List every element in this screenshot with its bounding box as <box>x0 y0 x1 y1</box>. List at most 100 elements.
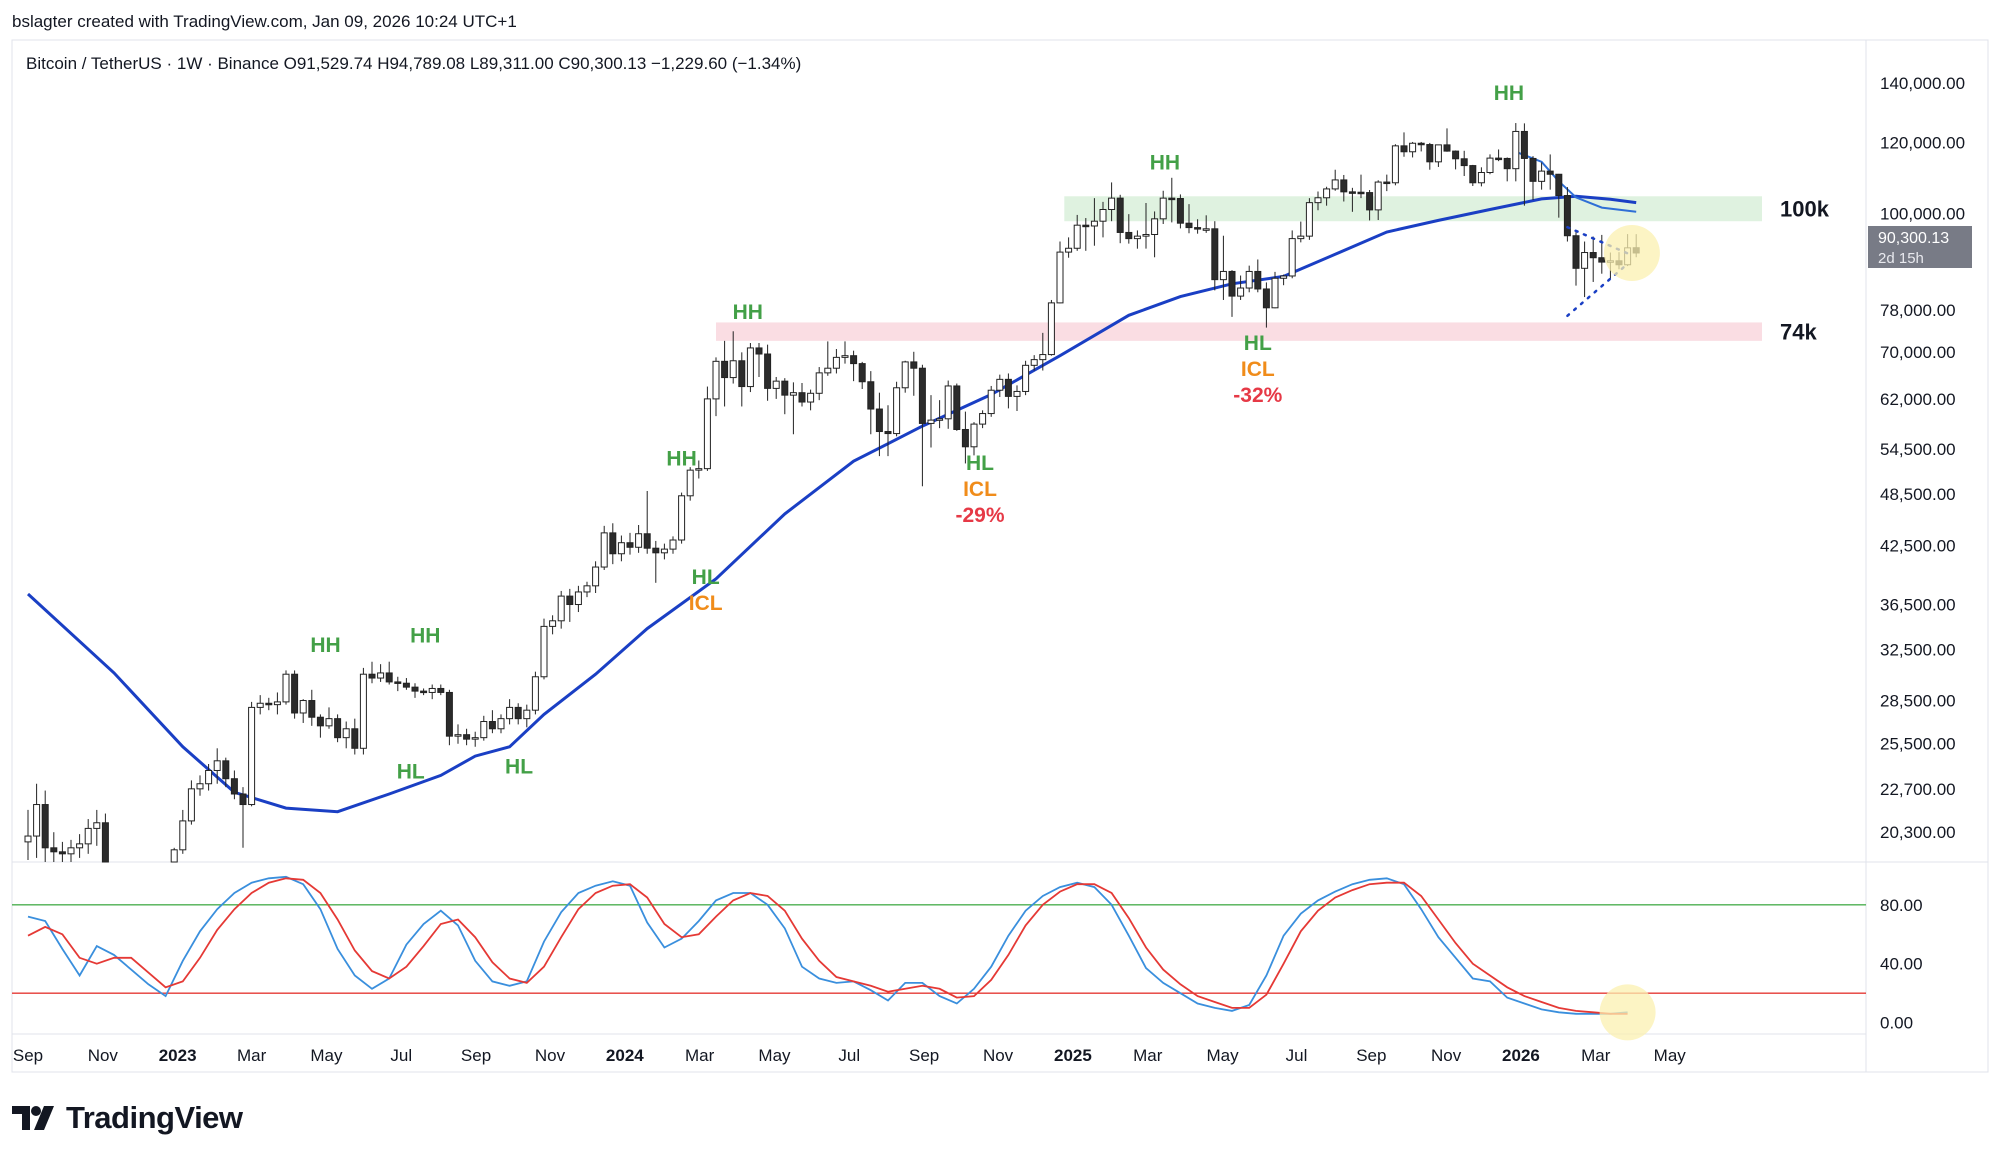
candle <box>1133 230 1141 249</box>
time-tick-label: Mar <box>237 1046 267 1065</box>
swing-annotation: HL ICL -29% <box>956 452 1005 527</box>
candle <box>1555 173 1563 218</box>
candle <box>1572 230 1580 286</box>
time-tick-label: Sep <box>461 1046 491 1065</box>
price-tick-label: 36,500.00 <box>1880 596 1956 615</box>
candle <box>566 588 574 622</box>
candle <box>557 590 565 629</box>
candle-body <box>1065 247 1073 253</box>
candle-body <box>893 387 901 435</box>
candle <box>411 683 419 698</box>
candle <box>1417 141 1425 152</box>
candle-body <box>351 728 359 749</box>
candle-body <box>1151 218 1159 235</box>
candle-body <box>377 672 385 679</box>
candle-body <box>617 542 625 555</box>
time-tick-label: Sep <box>13 1046 43 1065</box>
time-tick-label: 2023 <box>159 1046 197 1065</box>
candle-body <box>187 788 195 822</box>
candle-body <box>815 372 823 394</box>
candle <box>205 764 213 791</box>
candle-body <box>652 547 660 554</box>
candle-body <box>76 843 84 849</box>
annotation-hl: HL <box>1244 332 1272 355</box>
candle-body <box>1460 158 1468 167</box>
candle <box>686 467 694 501</box>
candle-body <box>910 361 918 369</box>
chart-canvas[interactable]: 100k 74k HH HH HL HL HH HL ICL HH HL ICL -29% HH HL IC… <box>0 0 2000 1080</box>
candle <box>1004 373 1012 409</box>
candle-body <box>832 356 840 369</box>
candle-body <box>1108 197 1116 210</box>
candle <box>798 382 806 407</box>
candle-body <box>1529 157 1537 182</box>
candle <box>1280 274 1288 286</box>
candle-body <box>1237 287 1245 297</box>
candle-body <box>523 709 531 720</box>
candle-body <box>454 734 462 737</box>
candle-body <box>695 468 703 471</box>
candle-body <box>480 721 488 739</box>
candle <box>1495 149 1503 162</box>
candle-body <box>50 847 58 853</box>
candle <box>867 371 875 435</box>
candle <box>471 731 479 747</box>
candle-body <box>944 385 952 420</box>
candle-body <box>789 392 797 396</box>
candle-body <box>772 380 780 389</box>
candle <box>230 770 238 800</box>
candle-body <box>1357 191 1365 195</box>
candle <box>1409 141 1417 158</box>
candle-body <box>1262 288 1270 309</box>
price-tick-label: 70,000.00 <box>1880 343 1956 362</box>
candle <box>996 374 1004 398</box>
candle <box>67 839 75 862</box>
candle-body <box>609 532 617 555</box>
stochastic-tick-label: 0.00 <box>1880 1014 1913 1033</box>
candle <box>961 411 969 464</box>
candle-body <box>755 347 763 355</box>
candle-body <box>1409 142 1417 153</box>
candle <box>1228 270 1236 317</box>
candle-body <box>669 539 677 550</box>
candle-body <box>359 673 367 749</box>
stochastic-tick-label: 40.00 <box>1880 955 1923 974</box>
candle <box>506 699 514 725</box>
candle-body <box>884 431 892 435</box>
candle <box>850 350 858 382</box>
candle-body <box>557 595 565 622</box>
annotation-hh: HH <box>410 624 440 647</box>
candle-body <box>1022 364 1030 392</box>
candle <box>901 360 909 393</box>
candle-body <box>1555 173 1563 197</box>
time-tick-label: Mar <box>1133 1046 1163 1065</box>
time-tick-label: Jul <box>838 1046 860 1065</box>
candle <box>815 367 823 401</box>
candle-body <box>179 820 187 851</box>
candle-body <box>600 532 608 568</box>
candle-body <box>1073 224 1081 249</box>
candle-body <box>901 361 909 389</box>
candle <box>1366 190 1374 221</box>
candle-body <box>265 702 273 706</box>
candle <box>256 695 264 715</box>
candle <box>1452 150 1460 170</box>
candle-body <box>1486 157 1494 174</box>
price-tick-label: 62,000.00 <box>1880 390 1956 409</box>
candle-body <box>514 706 522 720</box>
time-tick-label: May <box>1206 1046 1239 1065</box>
support-zone-label: 74k <box>1780 320 1817 345</box>
candle <box>420 688 428 696</box>
candle-body <box>1194 227 1202 230</box>
candle <box>1185 204 1193 234</box>
annotation-icl: ICL <box>963 478 997 501</box>
moving-average-line <box>26 194 1637 814</box>
candle-body <box>970 423 978 448</box>
candle <box>764 344 772 401</box>
candle-body <box>1133 235 1141 240</box>
candle-body <box>1219 270 1227 281</box>
candle <box>1288 230 1296 279</box>
candle <box>1151 211 1159 258</box>
candle <box>1486 154 1494 175</box>
candle-body <box>1512 130 1520 170</box>
